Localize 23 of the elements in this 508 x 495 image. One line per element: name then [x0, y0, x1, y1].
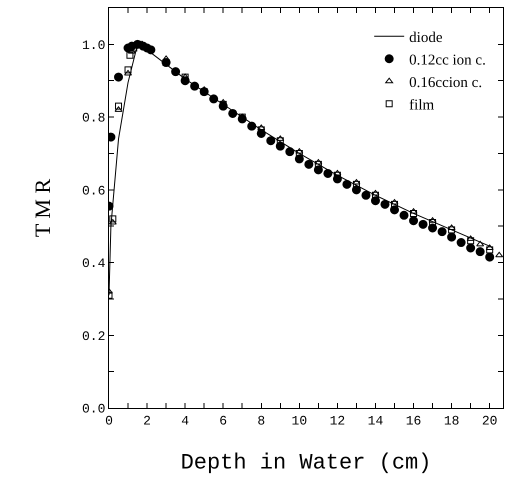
x-tick-label: 20 — [482, 414, 498, 429]
x-axis-title: Depth in Water (cm) — [180, 450, 432, 476]
y-tick-label: 0.6 — [82, 183, 106, 198]
x-tick-label: 18 — [444, 414, 460, 429]
legend-label: 0.16ccion c. — [409, 75, 482, 92]
x-tick-label: 14 — [368, 414, 384, 429]
x-tick-label: 8 — [257, 414, 266, 429]
y-axis-title: T M R — [30, 178, 55, 238]
y-tick-label: 0.0 — [82, 402, 106, 417]
x-tick-label: 16 — [406, 414, 422, 429]
x-tick-label: 12 — [330, 414, 346, 429]
y-tick-label: 1.0 — [82, 38, 106, 53]
x-tick-label: 10 — [292, 414, 308, 429]
x-tick-label: 6 — [219, 414, 228, 429]
y-tick-label: 0.2 — [82, 328, 106, 344]
y-tick-label: 0.8 — [82, 110, 106, 126]
x-tick-label: 2 — [143, 414, 151, 429]
y-tick-label: 0.4 — [82, 256, 106, 272]
legend-label: film — [409, 98, 435, 114]
x-tick-label: 4 — [181, 414, 190, 429]
x-tick-label: 0 — [105, 414, 113, 429]
legend-label: diode — [409, 30, 443, 46]
legend-label: 0.12cc ion c. — [409, 52, 486, 69]
